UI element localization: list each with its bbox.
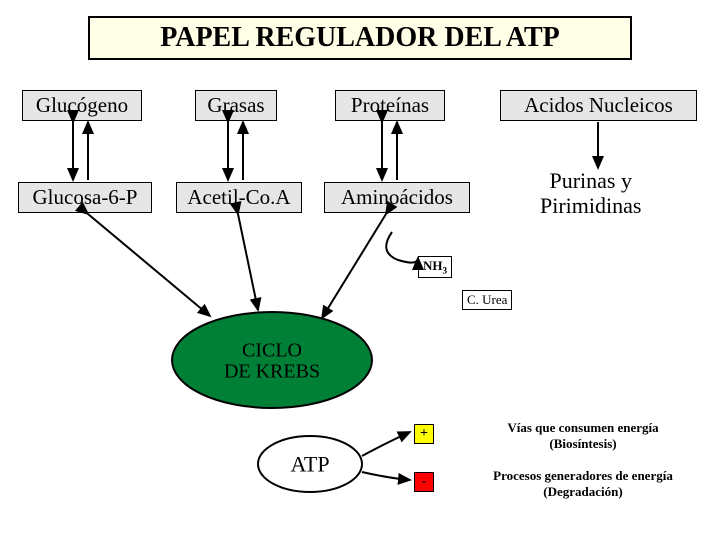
node-proteinas: Proteínas bbox=[335, 90, 445, 121]
line1: Purinas y bbox=[549, 168, 632, 193]
label: Acidos Nucleicos bbox=[524, 93, 673, 117]
title-box: PAPEL REGULADOR DEL ATP bbox=[88, 16, 632, 60]
legend-plus-text: Vías que consumen energía (Biosíntesis) bbox=[458, 420, 708, 452]
line1: Procesos generadores de energía bbox=[493, 468, 673, 483]
node-grasas: Grasas bbox=[195, 90, 277, 121]
minus-symbol: - bbox=[422, 474, 427, 489]
label: Grasas bbox=[207, 93, 264, 117]
label: Glucógeno bbox=[36, 93, 128, 117]
nh3-sub: 3 bbox=[443, 266, 448, 276]
legend-minus-square: - bbox=[414, 472, 434, 492]
line1: Vías que consumen energía bbox=[507, 420, 658, 435]
svg-text:CICLO: CICLO bbox=[242, 340, 302, 362]
plus-symbol: + bbox=[420, 426, 428, 441]
nh3-label: NH bbox=[423, 258, 443, 273]
label: Proteínas bbox=[351, 93, 429, 117]
title-text: PAPEL REGULADOR DEL ATP bbox=[160, 22, 560, 53]
node-acidos-nucleicos: Acidos Nucleicos bbox=[500, 90, 697, 121]
line2: (Biosíntesis) bbox=[549, 436, 616, 451]
node-glucosa6p: Glucosa-6-P bbox=[18, 182, 152, 213]
legend-minus-text: Procesos generadores de energía (Degrada… bbox=[458, 468, 708, 500]
node-acetilcoa: Acetil-Co.A bbox=[176, 182, 302, 213]
legend-plus-square: + bbox=[414, 424, 434, 444]
curea-label: C. Urea bbox=[467, 292, 507, 307]
line2: (Degradación) bbox=[543, 484, 622, 499]
node-glucogeno: Glucógeno bbox=[22, 90, 142, 121]
line2: Pirimidinas bbox=[540, 193, 641, 218]
diagram-canvas: CICLODE KREBS ATP bbox=[0, 0, 720, 540]
label: Aminoácidos bbox=[341, 185, 453, 209]
text-purinas: Purinas y Pirimidinas bbox=[540, 168, 641, 219]
box-curea: C. Urea bbox=[462, 290, 512, 310]
node-aminoacidos: Aminoácidos bbox=[324, 182, 470, 213]
svg-text:ATP: ATP bbox=[290, 452, 329, 477]
label: Glucosa-6-P bbox=[33, 185, 138, 209]
svg-text:DE KREBS: DE KREBS bbox=[224, 361, 320, 383]
label: Acetil-Co.A bbox=[187, 185, 290, 209]
box-nh3: NH3 bbox=[418, 256, 452, 278]
